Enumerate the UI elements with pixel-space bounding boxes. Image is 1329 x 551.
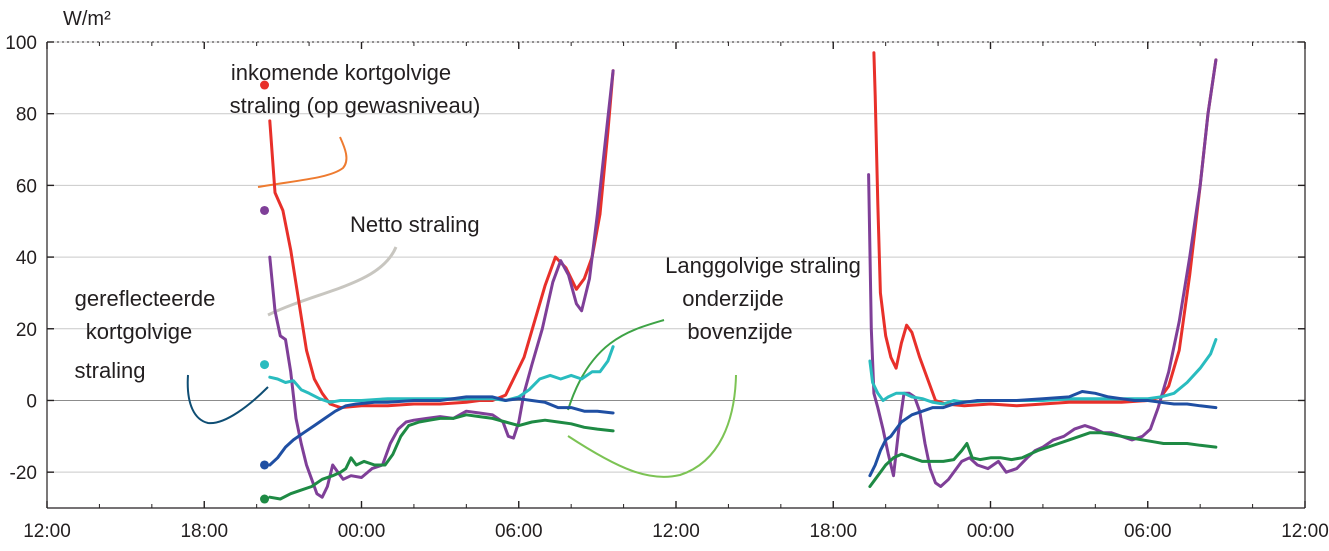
annotation-reflected-line-1: kortgolvige (86, 319, 192, 344)
series-markers (260, 80, 270, 504)
x-tick-label: 18:00 (180, 521, 228, 542)
x-tick-label: 00:00 (338, 521, 386, 542)
x-tick-label: 12:00 (23, 521, 71, 542)
reflected-leader (186, 374, 269, 425)
series-start-marker (260, 460, 270, 470)
series-start-marker (260, 205, 270, 215)
y-tick-label: 60 (16, 176, 37, 197)
annotation-reflected-line-0: gereflecteerde (75, 286, 216, 311)
series-line-2-segment-0 (268, 345, 615, 404)
y-tick-label: -20 (10, 463, 37, 484)
series-line-4-segment-0 (268, 413, 615, 501)
grid-lines (47, 41, 1305, 473)
annotation-reflected-line-2: straling (75, 358, 146, 383)
x-tick-label: 12:00 (1281, 521, 1329, 542)
annotation-incoming-short-line-0: inkomende kortgolvige (231, 60, 451, 85)
annotation-leader-lines (186, 136, 737, 478)
x-tick-label: 12:00 (652, 521, 700, 542)
series-line-0-segment-1 (872, 51, 1218, 408)
y-tick-label: 40 (16, 248, 37, 269)
series-lines (268, 51, 1218, 501)
y-tick-label: 0 (26, 391, 37, 412)
annotation-longwave-line-1: onderzijde (682, 286, 784, 311)
axis-labels: 100 80 60 40 20 0 -20 12:00 18:00 00:00 06:00 12:00… (5, 8, 1328, 542)
x-tick-label: 18:00 (809, 521, 857, 542)
annotation-net-line-0: Netto straling (350, 212, 480, 237)
series-line-3-segment-1 (868, 390, 1218, 478)
axis-ticks (46, 41, 1306, 508)
series-line-1-segment-0 (268, 69, 615, 499)
y-tick-label: 100 (5, 33, 37, 54)
x-tick-label: 00:00 (967, 521, 1015, 542)
series-line-4-segment-1 (868, 431, 1218, 488)
incoming-short-leader (257, 136, 348, 188)
net-leader (267, 246, 398, 317)
y-tick-label: 20 (16, 320, 37, 341)
series-line-0-segment-0 (268, 69, 615, 410)
annotation-texts: inkomende kortgolvige straling (op gewasn… (75, 60, 861, 383)
x-tick-label: 06:00 (1124, 521, 1172, 542)
annotation-longwave-line-2: bovenzijde (687, 319, 792, 344)
annotation-incoming-short-line-1: straling (op gewasniveau) (230, 93, 481, 118)
series-start-marker (260, 360, 270, 370)
longwave-bottom-leader (567, 319, 665, 411)
y-axis-unit: W/m² (63, 8, 111, 30)
series-start-marker (260, 494, 270, 504)
annotation-longwave-line-0: Langgolvige straling (665, 253, 861, 278)
y-tick-label: 80 (16, 105, 37, 126)
x-tick-label: 06:00 (495, 521, 543, 542)
series-line-3-segment-0 (268, 395, 615, 467)
series-start-marker (260, 80, 270, 90)
longwave-top-leader (567, 374, 737, 478)
series-line-1-segment-1 (867, 58, 1218, 488)
